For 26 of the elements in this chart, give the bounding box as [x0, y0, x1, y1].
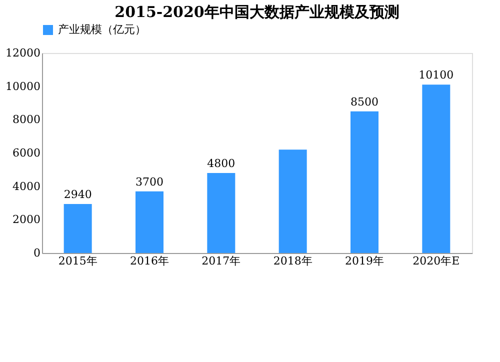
y-tick-label: 10000	[6, 80, 40, 93]
bar	[207, 173, 236, 253]
x-tick-label: 2019年	[345, 254, 384, 268]
bar	[422, 84, 450, 253]
text: 2940	[64, 188, 92, 201]
x-tick-label: 2015年	[58, 254, 98, 268]
text: 3700	[136, 175, 164, 188]
bar	[278, 150, 307, 253]
text: 4800	[207, 157, 236, 170]
bar	[350, 111, 378, 253]
y-tick-label: 2000	[12, 213, 40, 226]
y-tick-label: 8000	[12, 113, 40, 126]
x-tick-label: 2017年	[202, 254, 241, 268]
text: 10100	[418, 68, 454, 82]
y-tick-label: 0	[34, 246, 40, 260]
chart-title: 2015-2020年中国大数据产业规模及预测	[114, 3, 400, 21]
x-tick-label: 2020年E	[412, 254, 460, 268]
y-tick-label: 12000	[6, 46, 40, 60]
x-tick-label: 2018年	[273, 254, 312, 268]
y-tick-label: 6000	[12, 146, 40, 160]
text: 8500	[350, 95, 378, 108]
legend-label: 产业规模（亿元）	[58, 23, 146, 36]
y-tick-label: 4000	[12, 180, 40, 193]
x-tick-label: 2016年	[130, 254, 169, 268]
bar	[64, 204, 92, 253]
bar	[136, 191, 164, 253]
